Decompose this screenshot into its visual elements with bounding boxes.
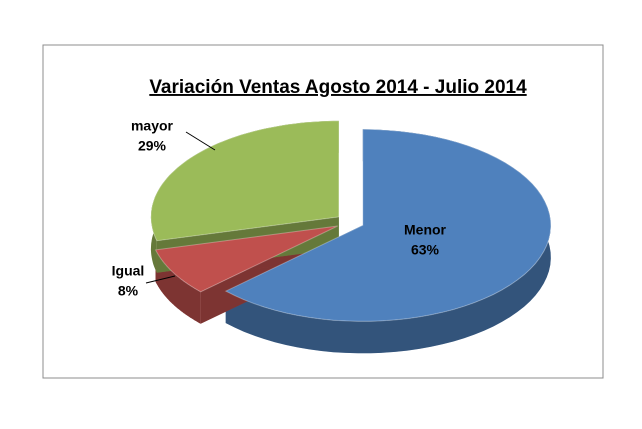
- slice: [224, 128, 552, 322]
- slice-shade: [225, 129, 551, 354]
- chart-title: Variación Ventas Agosto 2014 - Julio 201…: [149, 77, 527, 98]
- slice: [150, 120, 340, 242]
- slice-side: [225, 129, 551, 354]
- slice-label: Igual: [112, 263, 145, 279]
- slice-label: Menor: [404, 222, 447, 238]
- leader-line: [185, 131, 216, 151]
- value-label: 63%: [411, 242, 440, 258]
- value-label: 8%: [118, 283, 139, 299]
- value-label: 29%: [138, 138, 167, 154]
- slice-label: mayor: [131, 118, 174, 134]
- slice: [154, 225, 338, 293]
- leader-line: [145, 275, 176, 284]
- pie: Menor 63% Igual 8% mayor 29%: [112, 118, 552, 354]
